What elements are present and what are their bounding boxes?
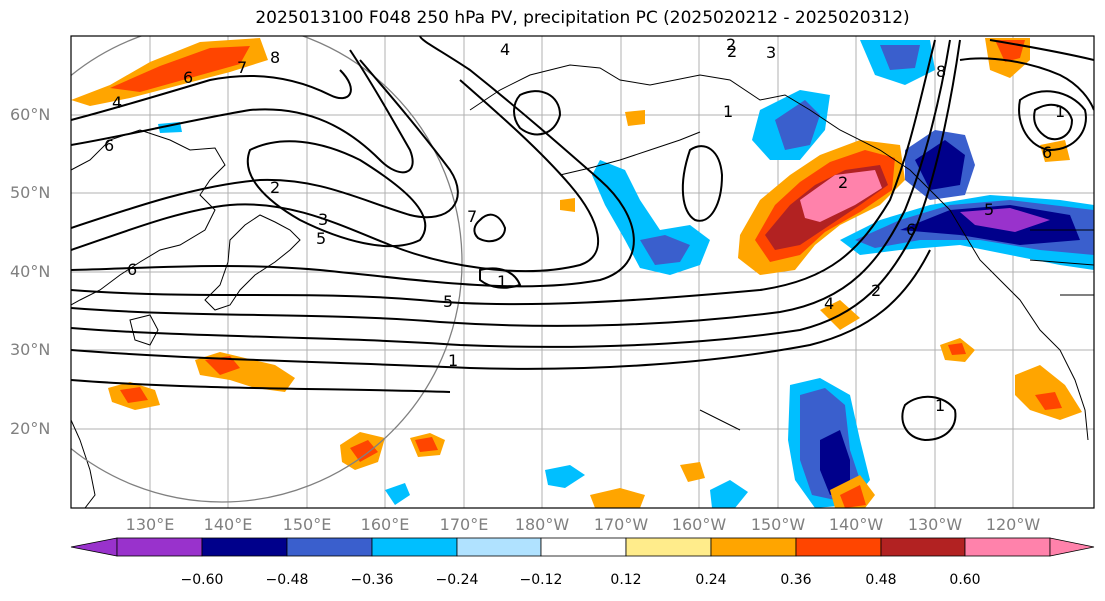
contour-label: 8 — [936, 62, 946, 81]
colorbar-swatch — [540, 537, 627, 557]
contour-label: 6 — [183, 68, 193, 87]
colorbar-swatch — [456, 537, 542, 557]
map-frame — [70, 35, 1095, 509]
contour-label: 6 — [127, 260, 137, 279]
colorbar-tick: −0.24 — [435, 572, 479, 588]
precip-shading — [71, 38, 1094, 508]
contour-label: 1 — [1055, 102, 1065, 121]
contour-label: 2 — [270, 178, 280, 197]
lon-label: 140°W — [828, 515, 884, 534]
contour-label: 1 — [448, 351, 458, 370]
coastlines — [71, 64, 1094, 508]
colorbar-swatch — [371, 537, 458, 557]
colorbar-tick: 0.12 — [610, 572, 642, 588]
contour-label: 8 — [270, 48, 280, 67]
colorbar-arrow-left — [70, 537, 118, 557]
colorbar-swatch — [625, 537, 712, 557]
colorbar — [70, 537, 1095, 557]
contour-label: 1 — [497, 272, 507, 291]
colorbar-swatch — [795, 537, 882, 557]
lon-label: 120°W — [985, 515, 1041, 534]
lon-label: 150°E — [282, 515, 332, 534]
contour-label: 5 — [984, 200, 994, 219]
colorbar-tick: 0.24 — [695, 572, 727, 588]
reference-circle — [71, 36, 463, 503]
colorbar-swatch — [964, 537, 1051, 557]
lon-label: 160°E — [360, 515, 410, 534]
lon-label: 170°W — [593, 515, 649, 534]
colorbar-tick: −0.36 — [350, 572, 394, 588]
contour-label: 7 — [237, 58, 247, 77]
colorbar-tick: −0.60 — [180, 572, 224, 588]
contour-label: 2 — [838, 173, 848, 192]
contour-label: 6 — [906, 220, 916, 239]
colorbar-tick: 0.60 — [949, 572, 981, 588]
lon-label: 160°W — [671, 515, 727, 534]
colorbar-tick: 0.36 — [780, 572, 812, 588]
lat-label: 20°N — [10, 419, 51, 438]
colorbar-arrow-right — [1049, 537, 1095, 557]
lat-label: 40°N — [10, 262, 51, 281]
colorbar-swatch — [710, 537, 797, 557]
contour-label: 2 — [726, 35, 736, 54]
colorbar-swatch — [116, 537, 203, 557]
colorbar-swatch — [880, 537, 966, 557]
contour-label: 3 — [766, 43, 776, 62]
lon-label: 170°E — [439, 515, 489, 534]
contour-label: 6 — [104, 136, 114, 155]
graticule — [71, 36, 1094, 508]
colorbar-tick: −0.12 — [519, 572, 563, 588]
lon-label: 140°E — [203, 515, 253, 534]
lon-label: 130°W — [907, 515, 963, 534]
lat-label: 50°N — [10, 183, 51, 202]
lon-label: 150°W — [750, 515, 806, 534]
contour-label: 4 — [824, 294, 834, 313]
contour-labels: 8 7 6 4 6 2 3 5 6 4 2 3 1 5 1 7 1 8 6 2 … — [104, 35, 1065, 415]
colorbar-tick: −0.48 — [265, 572, 309, 588]
pv-contours — [71, 36, 1094, 442]
contour-label: 4 — [112, 93, 122, 112]
contour-label: 2 — [871, 281, 881, 300]
contour-label: 5 — [316, 229, 326, 248]
colorbar-swatch — [201, 537, 288, 557]
contour-label: 3 — [318, 210, 328, 229]
contour-label: 4 — [500, 40, 510, 59]
colorbar-tick: 0.48 — [865, 572, 897, 588]
lat-label: 30°N — [10, 340, 51, 359]
contour-label: 6 — [1042, 143, 1052, 162]
contour-label: 5 — [443, 292, 453, 311]
colorbar-swatch — [286, 537, 373, 557]
contour-label: 1 — [935, 396, 945, 415]
lat-label: 60°N — [10, 105, 51, 124]
contour-label: 2 — [727, 42, 737, 61]
lon-label: 130°E — [125, 515, 175, 534]
contour-label: 1 — [723, 102, 733, 121]
lon-label: 180°W — [514, 515, 570, 534]
contour-label: 7 — [467, 207, 477, 226]
map-title: 2025013100 F048 250 hPa PV, precipitatio… — [255, 8, 910, 28]
